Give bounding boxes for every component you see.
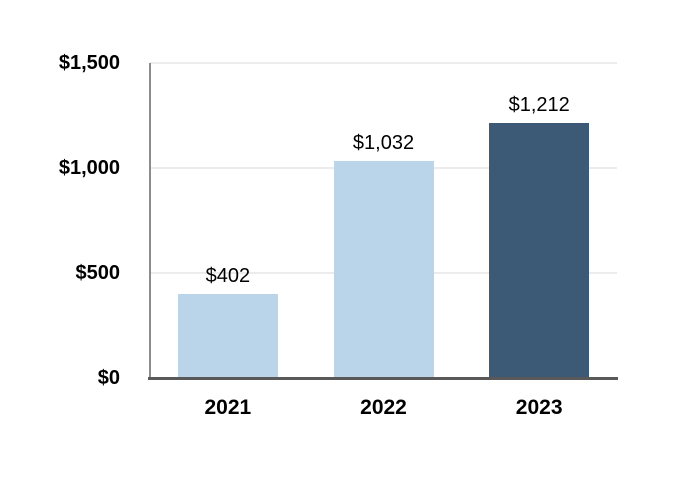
bar-2023 (489, 123, 590, 378)
y-tick-label: $1,500 (58, 52, 120, 74)
y-tick-label: $1,000 (58, 157, 120, 179)
bar-2022 (333, 161, 434, 378)
x-category-label: 2022 (360, 396, 407, 419)
bar-value-label: $402 (205, 264, 251, 287)
y-tick-label: $0 (97, 367, 120, 389)
x-category-label: 2021 (204, 396, 252, 419)
gridline (150, 62, 617, 64)
x-category-label: 2023 (515, 396, 563, 419)
y-axis-line (149, 63, 151, 379)
bar-2021 (177, 293, 278, 378)
bar-value-label: $1,212 (508, 94, 570, 117)
x-axis-line (148, 376, 618, 380)
bar-value-label: $1,032 (352, 132, 415, 155)
y-tick-label: $500 (75, 262, 121, 284)
